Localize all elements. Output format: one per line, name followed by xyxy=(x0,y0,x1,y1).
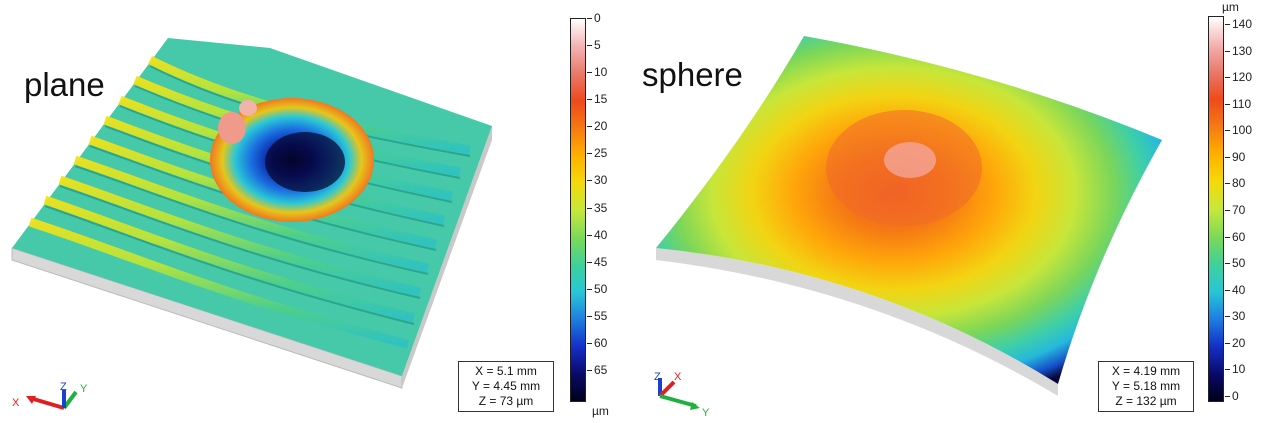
colorbar-tick: 10 xyxy=(586,65,608,80)
plane-colorbar-unit: µm xyxy=(592,404,609,418)
plane-colorbar xyxy=(570,18,586,402)
plane-axis-triad: X Y Z xyxy=(12,381,88,410)
colorbar-tick: 80 xyxy=(1224,176,1246,191)
sphere-dim-z: Z = 132 µm xyxy=(1115,394,1177,408)
sphere-axis-z-label: Z xyxy=(654,371,661,383)
sphere-label: sphere xyxy=(642,56,743,93)
plane-dim-y: Y = 4.45 mm xyxy=(471,379,541,393)
colorbar-tick: 30 xyxy=(1224,309,1246,324)
sphere-colorbar-unit: µm xyxy=(1222,0,1239,14)
plane-axis-z-label: Z xyxy=(60,381,67,393)
plane-dim-x: X = 5.1 mm xyxy=(475,364,537,378)
colorbar-tick: 0 xyxy=(587,11,601,25)
sphere-axis-y-label: Y xyxy=(702,407,710,416)
colorbar-tick: 130 xyxy=(1224,43,1253,58)
colorbar-tick: 40 xyxy=(586,227,608,242)
colorbar-tick: 45 xyxy=(586,254,608,269)
colorbar-tick: 140 xyxy=(1224,17,1253,31)
colorbar-tick: 65 xyxy=(586,363,608,377)
sphere-dim-x: X = 4.19 mm xyxy=(1111,364,1181,378)
colorbar-tick: 40 xyxy=(1224,282,1246,297)
colorbar-tick: 110 xyxy=(1224,96,1252,111)
sphere-axis-x-label: X xyxy=(674,371,682,383)
sphere-surface-render xyxy=(656,36,1162,396)
colorbar-tick: 50 xyxy=(586,281,608,296)
colorbar-tick: 50 xyxy=(1224,256,1246,271)
colorbar-tick: 90 xyxy=(1224,149,1246,164)
plane-axis-y-label: Y xyxy=(80,383,88,395)
colorbar-tick: 0 xyxy=(1225,389,1239,403)
colorbar-tick: 20 xyxy=(1224,335,1246,350)
colorbar-tick: 120 xyxy=(1224,70,1253,85)
colorbar-tick: 5 xyxy=(587,38,601,53)
colorbar-tick: 60 xyxy=(1224,229,1246,244)
colorbar-tick: 10 xyxy=(1224,362,1246,377)
plane-panel: plane 0 5 10 15 20 25 30 35 40 45 50 55 60 65 µm X = … xyxy=(11,11,609,418)
sphere-dimensions-box: X = 4.19 mm Y = 5.18 mm Z = 132 µm xyxy=(1098,361,1194,412)
sphere-panel: sphere µm 140 130 120 110 100 90 80 70 60 50 40 30 2… xyxy=(634,0,1268,423)
colorbar-tick: 55 xyxy=(586,308,608,323)
plane-dim-z: Z = 73 µm xyxy=(478,394,534,408)
sphere-dim-y: Y = 5.18 mm xyxy=(1111,379,1181,393)
sphere-axis-triad: Z X Y xyxy=(654,371,710,416)
plane-surface-render xyxy=(11,38,492,389)
plane-axis-x-label: X xyxy=(12,397,20,409)
plane-label: plane xyxy=(24,66,105,103)
colorbar-tick: 35 xyxy=(586,200,608,215)
colorbar-tick: 25 xyxy=(586,146,608,161)
colorbar-tick: 30 xyxy=(586,173,608,188)
colorbar-tick: 100 xyxy=(1224,123,1253,138)
sphere-colorbar xyxy=(1208,16,1224,402)
plane-dimensions-box: X = 5.1 mm Y = 4.45 mm Z = 73 µm xyxy=(458,361,554,412)
colorbar-tick: 70 xyxy=(1224,203,1246,217)
colorbar-tick: 60 xyxy=(586,335,608,350)
colorbar-tick: 15 xyxy=(586,92,608,107)
colorbar-tick: 20 xyxy=(586,119,608,134)
